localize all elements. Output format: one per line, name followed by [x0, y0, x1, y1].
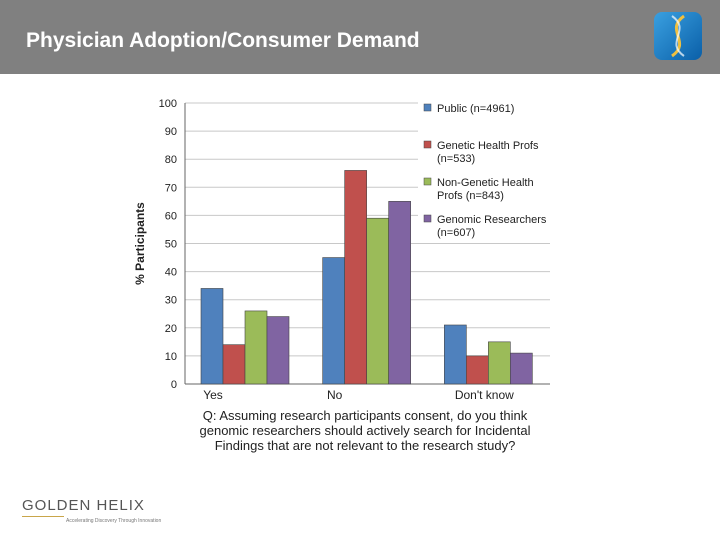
helix-logo-icon	[654, 12, 702, 60]
bar-yes-2	[244, 310, 268, 385]
brand-tagline: Accelerating Discovery Through Innovatio…	[66, 518, 162, 524]
x-tick-label: Don't know	[455, 388, 514, 402]
bar-don-t-know-1	[466, 355, 489, 385]
y-tick-label: 20	[165, 323, 177, 335]
y-tick-label: 70	[165, 182, 177, 194]
slide-header: Physician Adoption/Consumer Demand	[0, 0, 720, 74]
y-tick-label: 90	[165, 126, 177, 138]
y-tick-label: 100	[159, 98, 177, 110]
legend-label: Genetic Health Profs	[437, 140, 539, 152]
bar-no-2	[366, 217, 389, 385]
bar-yes-0	[200, 288, 224, 385]
brand-underline	[22, 516, 64, 517]
x-tick-label: Yes	[203, 388, 223, 402]
x-tick-label: No	[327, 388, 343, 402]
legend-label: (n=607)	[437, 227, 475, 239]
bar-no-3	[388, 201, 411, 385]
legend-label: Genomic Researchers	[437, 214, 547, 226]
legend-background	[418, 100, 560, 242]
legend-label: Non-Genetic Health	[437, 177, 534, 189]
bar-no-1	[344, 170, 367, 385]
y-tick-label: 0	[171, 379, 177, 391]
y-tick-label: 10	[165, 351, 177, 363]
legend-swatch	[423, 214, 432, 223]
bar-don-t-know-0	[444, 324, 467, 385]
y-tick-label: 80	[165, 154, 177, 166]
legend-label: (n=533)	[437, 153, 475, 165]
y-tick-label: 40	[165, 267, 177, 279]
bar-don-t-know-3	[510, 352, 533, 385]
y-tick-label: 30	[165, 295, 177, 307]
y-tick-label: 60	[165, 210, 177, 222]
legend-swatch	[423, 140, 432, 149]
slide-title: Physician Adoption/Consumer Demand	[26, 29, 420, 52]
bar-yes-1	[222, 344, 246, 385]
legend-swatch	[423, 103, 432, 112]
y-axis-title: % Participants	[133, 202, 147, 285]
legend-label: Public (n=4961)	[437, 103, 514, 115]
bar-don-t-know-2	[488, 341, 511, 385]
legend-label: Profs (n=843)	[437, 190, 504, 202]
brand-logo: GOLDEN HELIX	[22, 497, 145, 514]
bar-yes-3	[266, 316, 290, 385]
legend-swatch	[423, 177, 432, 186]
chart-caption: Q: Assuming research participants consen…	[199, 408, 531, 453]
bar-no-0	[322, 257, 345, 385]
y-tick-label: 50	[165, 239, 177, 251]
